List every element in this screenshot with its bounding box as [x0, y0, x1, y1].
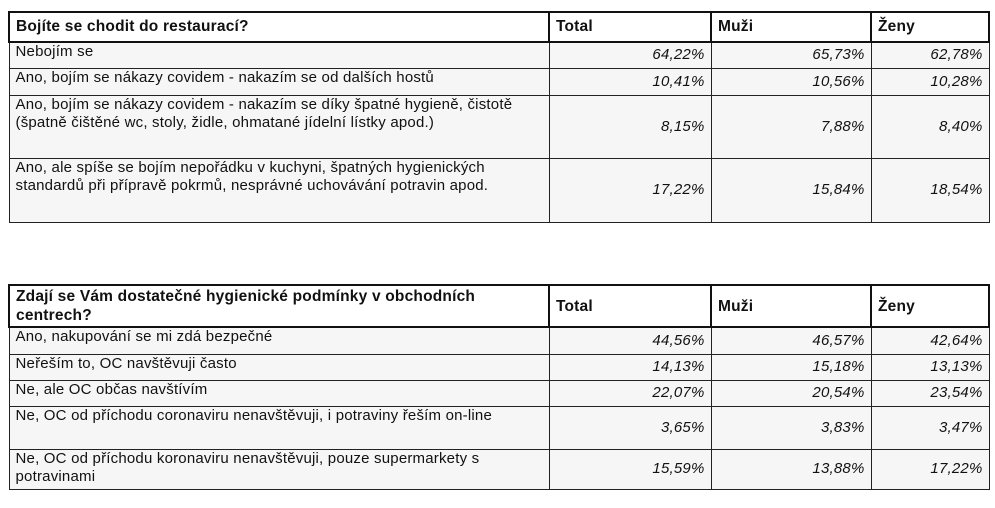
- table-row: Nebojím se 64,22% 65,73% 62,78%: [8, 41, 990, 69]
- column-header-total: Total: [548, 11, 712, 43]
- value-men: 46,57%: [710, 326, 872, 355]
- table-title: Bojíte se chodit do restaurací?: [8, 11, 550, 43]
- value-women: 13,13%: [870, 353, 990, 381]
- table-row: Ano, bojím se nákazy covidem - nakazím s…: [8, 67, 990, 96]
- value-men: 3,83%: [710, 405, 872, 450]
- restaurant-fear-table: Bojíte se chodit do restaurací? Total Mu…: [8, 11, 990, 223]
- row-label: Ano, bojím se nákazy covidem - nakazím s…: [8, 67, 550, 96]
- row-label: Ne, OC od příchodu coronaviru nenavštěvu…: [8, 405, 550, 450]
- column-header-men: Muži: [710, 284, 872, 328]
- value-total: 10,41%: [548, 67, 712, 96]
- table-row: Ano, bojím se nákazy covidem - nakazím s…: [8, 94, 990, 159]
- value-women: 62,78%: [870, 41, 990, 69]
- table-row: Ano, ale spíše se bojím nepořádku v kuch…: [8, 157, 990, 223]
- table-header-row: Bojíte se chodit do restaurací? Total Mu…: [8, 11, 990, 43]
- value-women: 10,28%: [870, 67, 990, 96]
- value-total: 64,22%: [548, 41, 712, 69]
- value-women: 42,64%: [870, 326, 990, 355]
- value-total: 3,65%: [548, 405, 712, 450]
- value-women: 17,22%: [870, 448, 990, 490]
- value-total: 15,59%: [548, 448, 712, 490]
- value-total: 22,07%: [548, 379, 712, 407]
- column-header-women: Ženy: [870, 284, 990, 328]
- value-men: 10,56%: [710, 67, 872, 96]
- table-row: Ne, ale OC občas navštívím 22,07% 20,54%…: [8, 379, 990, 407]
- table-row: Ne, OC od příchodu koronaviru nenavštěvu…: [8, 448, 990, 490]
- column-header-total: Total: [548, 284, 712, 328]
- table-row: Ano, nakupování se mi zdá bezpečné 44,56…: [8, 326, 990, 355]
- table-row: Neřeším to, OC navštěvuji často 14,13% 1…: [8, 353, 990, 381]
- value-men: 13,88%: [710, 448, 872, 490]
- value-women: 23,54%: [870, 379, 990, 407]
- row-label: Ne, OC od příchodu koronaviru nenavštěvu…: [8, 448, 550, 490]
- row-label: Ano, bojím se nákazy covidem - nakazím s…: [8, 94, 550, 159]
- value-women: 8,40%: [870, 94, 990, 159]
- value-men: 15,18%: [710, 353, 872, 381]
- table-title: Zdají se Vám dostatečné hygienické podmí…: [8, 284, 550, 328]
- value-women: 18,54%: [870, 157, 990, 223]
- value-men: 65,73%: [710, 41, 872, 69]
- mall-hygiene-table: Zdají se Vám dostatečné hygienické podmí…: [8, 284, 990, 490]
- row-label: Nebojím se: [8, 41, 550, 69]
- column-header-men: Muži: [710, 11, 872, 43]
- row-label: Neřeším to, OC navštěvuji často: [8, 353, 550, 381]
- row-label: Ano, ale spíše se bojím nepořádku v kuch…: [8, 157, 550, 223]
- value-men: 20,54%: [710, 379, 872, 407]
- value-total: 44,56%: [548, 326, 712, 355]
- column-header-women: Ženy: [870, 11, 990, 43]
- value-men: 7,88%: [710, 94, 872, 159]
- row-label: Ne, ale OC občas navštívím: [8, 379, 550, 407]
- row-label: Ano, nakupování se mi zdá bezpečné: [8, 326, 550, 355]
- value-men: 15,84%: [710, 157, 872, 223]
- value-total: 14,13%: [548, 353, 712, 381]
- table-row: Ne, OC od příchodu coronaviru nenavštěvu…: [8, 405, 990, 450]
- value-women: 3,47%: [870, 405, 990, 450]
- table-header-row: Zdají se Vám dostatečné hygienické podmí…: [8, 284, 990, 328]
- value-total: 17,22%: [548, 157, 712, 223]
- value-total: 8,15%: [548, 94, 712, 159]
